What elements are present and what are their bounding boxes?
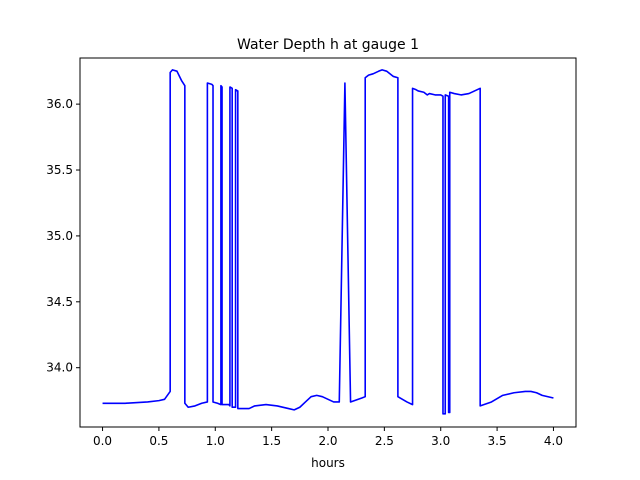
x-axis-label: hours: [311, 456, 345, 470]
series-line-0: [102, 69, 554, 415]
y-tick-label: 34.5: [46, 295, 73, 309]
x-tick-label: 0.0: [93, 434, 112, 448]
x-tick-label: 2.5: [375, 434, 394, 448]
y-axis-ticks: 34.0 34.5 35.0 35.5 36.0: [46, 97, 80, 375]
y-tick-label: 35.0: [46, 229, 73, 243]
x-tick-label: 3.5: [488, 434, 507, 448]
x-tick-label: 0.5: [149, 434, 168, 448]
x-tick-label: 1.0: [206, 434, 225, 448]
y-tick-label: 35.5: [46, 163, 73, 177]
x-tick-label: 1.5: [262, 434, 281, 448]
x-tick-label: 3.0: [431, 434, 450, 448]
plot-frame: [79, 57, 577, 428]
plot-area: [102, 69, 554, 415]
x-axis-ticks: 0.0 0.5 1.0 1.5 2.0 2.5 3.0 3.5 4.0: [93, 427, 563, 448]
chart-title: Water Depth h at gauge 1: [237, 37, 419, 53]
x-tick-label: 2.0: [318, 434, 337, 448]
x-tick-label: 4.0: [544, 434, 563, 448]
y-tick-label: 34.0: [46, 361, 73, 375]
y-tick-label: 36.0: [46, 97, 73, 111]
